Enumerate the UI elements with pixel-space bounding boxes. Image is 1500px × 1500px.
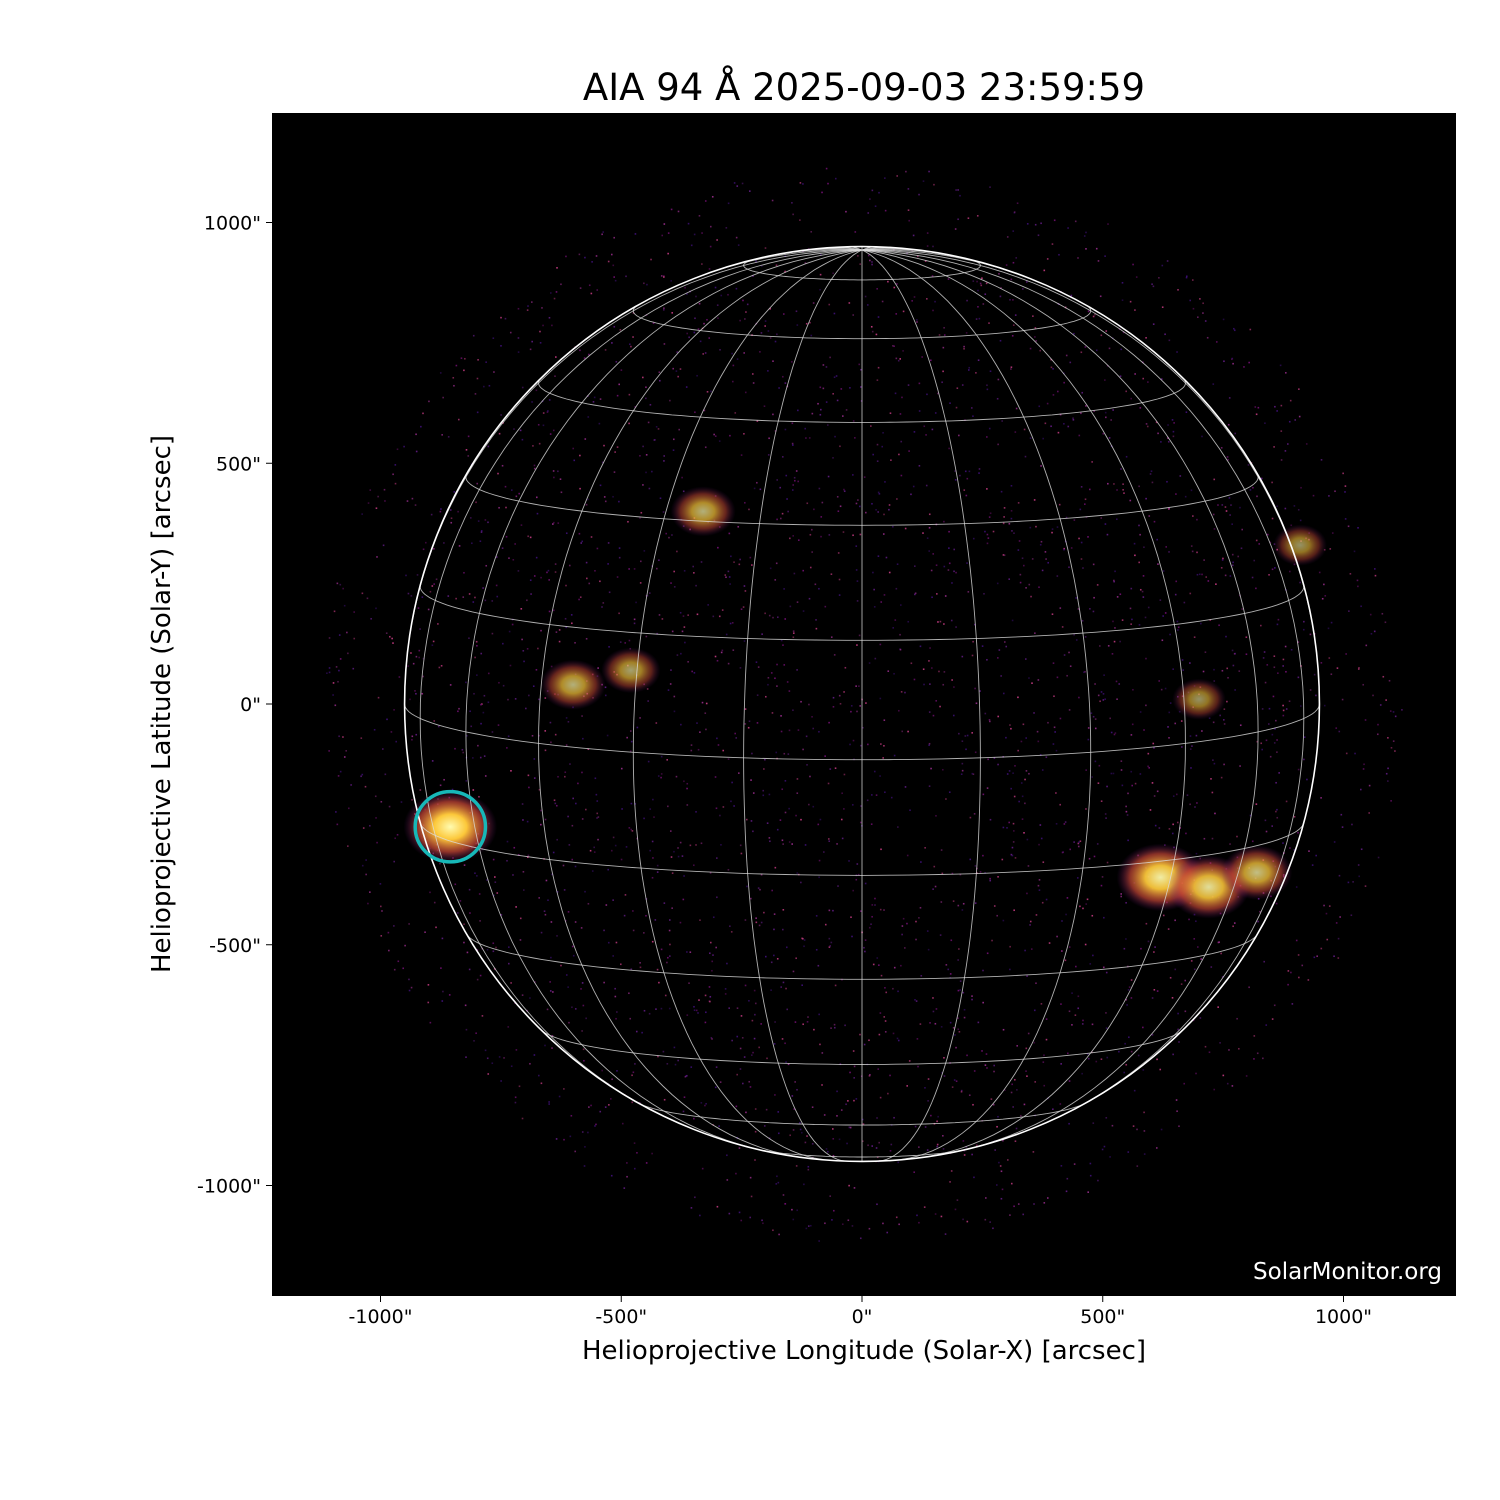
y-tick-label: -500" bbox=[209, 935, 261, 957]
active-region bbox=[1172, 678, 1226, 720]
highlight-circle bbox=[413, 789, 488, 864]
active-region bbox=[1273, 524, 1327, 566]
x-tick-label: 500" bbox=[1080, 1306, 1125, 1328]
y-tick-label: 0" bbox=[240, 694, 261, 716]
longitude-gridline bbox=[538, 249, 863, 1159]
chart-title: AIA 94 Å 2025-09-03 23:59:59 bbox=[582, 66, 1146, 109]
longitude-gridline bbox=[419, 249, 863, 1119]
longitude-gridline bbox=[465, 249, 863, 1152]
x-tick-label: -1000" bbox=[349, 1306, 413, 1328]
watermark: SolarMonitor.org bbox=[1253, 1259, 1442, 1285]
active-region bbox=[601, 647, 661, 694]
y-tick-label: 1000" bbox=[204, 213, 261, 235]
y-tick-label: -1000" bbox=[197, 1176, 261, 1198]
x-tick-label: 0" bbox=[852, 1306, 873, 1328]
y-tick-label: 500" bbox=[216, 453, 261, 475]
longitude-gridline bbox=[861, 249, 1305, 1119]
solar-limb bbox=[403, 245, 1321, 1163]
longitude-gridline bbox=[861, 249, 1259, 1152]
longitude-gridline bbox=[632, 249, 863, 1160]
x-tick-label: 1000" bbox=[1315, 1306, 1372, 1328]
active-region bbox=[540, 659, 606, 710]
active-region bbox=[403, 790, 498, 863]
image-axes bbox=[272, 113, 1456, 1296]
active-region bbox=[1221, 845, 1293, 900]
longitude-gridline bbox=[861, 249, 1092, 1160]
x-axis-label: Helioprojective Longitude (Solar-X) [arc… bbox=[581, 1336, 1147, 1366]
emission-speckle bbox=[326, 167, 1403, 1242]
x-tick-label: -500" bbox=[595, 1306, 647, 1328]
longitude-gridline bbox=[861, 249, 981, 1162]
longitude-gridline bbox=[861, 249, 1186, 1159]
longitude-gridline bbox=[743, 249, 863, 1162]
active-region bbox=[670, 486, 736, 537]
